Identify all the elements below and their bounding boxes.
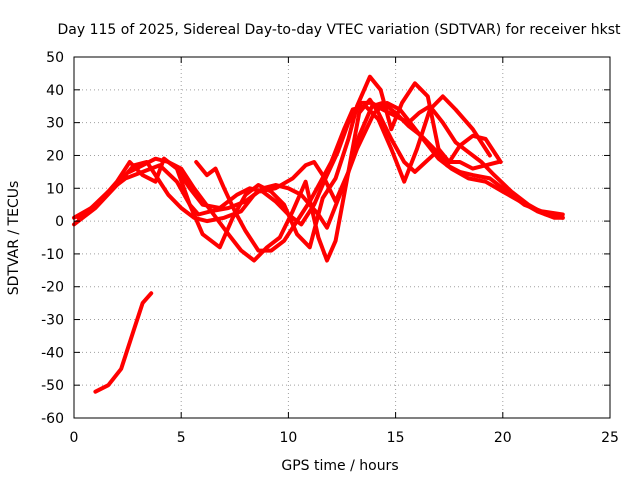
- y-tick-label: 10: [46, 181, 64, 197]
- y-tick-label: 30: [46, 116, 64, 132]
- grid: [74, 57, 610, 418]
- y-tick-label: 0: [55, 214, 64, 230]
- x-tick-label: 20: [494, 430, 512, 446]
- x-tick-label: 25: [601, 430, 619, 446]
- y-tick-label: -40: [41, 345, 64, 361]
- series-track-4: [93, 291, 154, 394]
- series-track-6: [162, 74, 501, 250]
- tick-labels: 0 5 10 15 20 25 -60 -50 -40 -30 -20 -10 0 10 20 30 40 50: [41, 50, 619, 446]
- y-tick-label: -50: [41, 378, 64, 394]
- y-tick-label: 50: [46, 50, 64, 66]
- y-tick-label: -20: [41, 280, 64, 296]
- series-track-5: [127, 97, 503, 263]
- y-tick-label: -60: [41, 411, 64, 427]
- x-tick-label: 0: [70, 430, 79, 446]
- y-axis-label: SDTVAR / TECUs: [6, 181, 22, 296]
- y-tick-label: 20: [46, 148, 64, 164]
- y-tick-label: 40: [46, 83, 64, 99]
- series-layer: [72, 74, 565, 394]
- series-track-2: [72, 100, 565, 230]
- x-tick-label: 5: [177, 430, 186, 446]
- x-tick-label: 15: [387, 430, 405, 446]
- plot-frame: [73, 56, 611, 419]
- chart-title: Day 115 of 2025, Sidereal Day-to-day VTE…: [58, 22, 621, 38]
- x-tick-label: 10: [279, 430, 297, 446]
- y-tick-label: -10: [41, 247, 64, 263]
- ticks: [73, 56, 611, 419]
- series-track-7: [194, 94, 492, 253]
- x-axis-label: GPS time / hours: [281, 458, 398, 474]
- y-tick-label: -30: [41, 313, 64, 329]
